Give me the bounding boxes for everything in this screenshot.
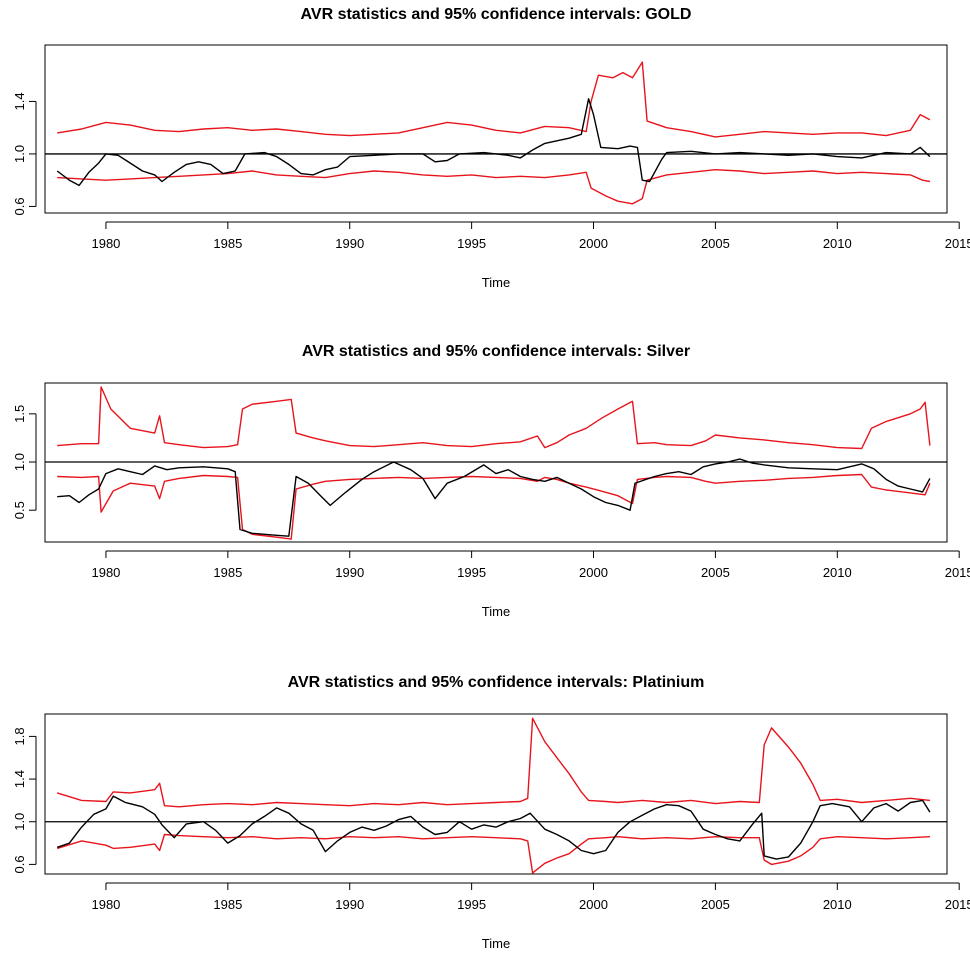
series-line-avr xyxy=(56,795,931,860)
series-line-upper xyxy=(57,386,931,450)
plot-frame xyxy=(44,44,948,214)
x-tick-label: 1980 xyxy=(91,565,120,580)
y-tick-label: 0.5 xyxy=(12,501,27,519)
x-tick-label: 1980 xyxy=(91,236,120,251)
x-tick-label: 1995 xyxy=(457,565,486,580)
chart-panel-gold: AVR statistics and 95% confidence interv… xyxy=(12,6,970,290)
series-line-upper xyxy=(57,61,931,138)
x-axis-title: Time xyxy=(482,936,510,951)
x-tick-label: 2015 xyxy=(945,565,970,580)
y-tick-label: 1.0 xyxy=(12,145,27,163)
x-tick-label: 1990 xyxy=(335,897,364,912)
x-tick-label: 2015 xyxy=(945,236,970,251)
x-tick-label: 2010 xyxy=(823,236,852,251)
x-tick-label: 1990 xyxy=(335,565,364,580)
x-tick-label: 1995 xyxy=(457,897,486,912)
chart-title-platinium: AVR statistics and 95% confidence interv… xyxy=(288,674,705,691)
y-tick-label: 1.4 xyxy=(12,770,27,788)
x-tick-label: 1995 xyxy=(457,236,486,251)
plot-frame xyxy=(44,713,948,875)
x-axis-title: Time xyxy=(482,604,510,619)
y-tick-label: 1.0 xyxy=(12,813,27,831)
series-line-lower xyxy=(56,833,930,874)
x-tick-label: 1990 xyxy=(335,236,364,251)
series-line-lower xyxy=(57,473,931,540)
y-tick-label: 1.8 xyxy=(12,727,27,745)
x-tick-label: 2000 xyxy=(579,236,608,251)
x-tick-label: 1980 xyxy=(91,897,120,912)
x-tick-label: 2005 xyxy=(701,897,730,912)
x-tick-label: 2010 xyxy=(823,565,852,580)
y-tick-label: 1.0 xyxy=(12,453,27,471)
y-tick-label: 0.6 xyxy=(12,197,27,215)
x-tick-label: 1985 xyxy=(213,565,242,580)
y-tick-label: 0.6 xyxy=(12,855,27,873)
series-line-avr xyxy=(57,458,931,537)
series-line-upper xyxy=(56,717,930,808)
y-tick-label: 1.5 xyxy=(12,405,27,423)
x-axis-title: Time xyxy=(482,275,510,290)
x-tick-label: 1985 xyxy=(213,897,242,912)
x-tick-label: 1985 xyxy=(213,236,242,251)
x-tick-label: 2015 xyxy=(945,897,970,912)
x-tick-label: 2005 xyxy=(701,565,730,580)
series-line-lower xyxy=(57,169,931,205)
y-tick-label: 1.4 xyxy=(12,92,27,110)
x-tick-label: 2000 xyxy=(579,565,608,580)
chart-title-gold: AVR statistics and 95% confidence interv… xyxy=(301,6,692,23)
chart-panel-platinium: AVR statistics and 95% confidence interv… xyxy=(12,674,970,951)
x-tick-label: 2005 xyxy=(701,236,730,251)
x-tick-label: 2000 xyxy=(579,897,608,912)
chart-panel-silver: AVR statistics and 95% confidence interv… xyxy=(12,343,970,619)
x-tick-label: 2010 xyxy=(823,897,852,912)
chart-title-silver: AVR statistics and 95% confidence interv… xyxy=(302,343,690,360)
